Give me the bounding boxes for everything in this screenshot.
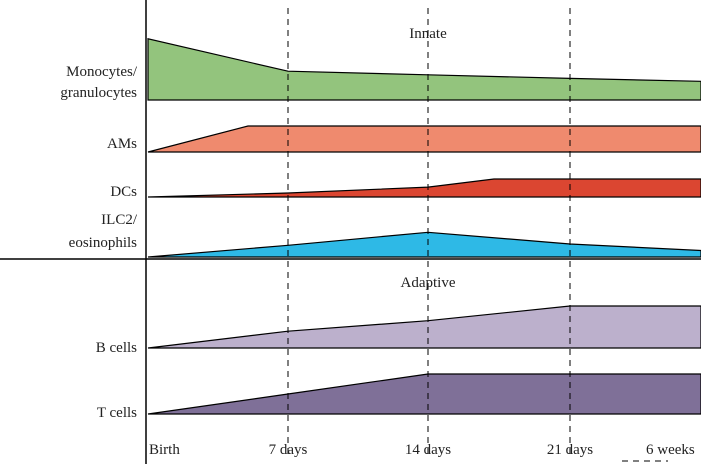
time-label-14-days: 14 days (405, 442, 451, 458)
row-label-ams: AMs (107, 136, 137, 152)
area-monocytes (147, 38, 701, 101)
row-label-monocytes-line2: granulocytes (60, 85, 137, 101)
timeline-areas (147, 38, 701, 415)
time-label-birth: Birth (149, 442, 180, 458)
row-label-monocytes-line1: Monocytes/ (66, 64, 138, 80)
time-label-21-days: 21 days (547, 442, 593, 458)
row-label-ilc2-line2: eosinophils (69, 235, 137, 251)
time-axis-labels: Birth 7 days 14 days 21 days 6 weeks (149, 442, 695, 458)
row-labels: Monocytes/ granulocytes AMs DCs ILC2/ eo… (60, 64, 137, 421)
section-title-adaptive: Adaptive (401, 275, 456, 291)
timepoint-guides (287, 8, 668, 462)
area-ams (147, 125, 701, 153)
area-tcells (147, 373, 701, 415)
time-label-7-days: 7 days (269, 442, 308, 458)
area-dcs (147, 178, 701, 198)
row-label-bcells: B cells (96, 340, 137, 356)
row-label-dcs: DCs (110, 184, 137, 200)
row-label-ilc2-line1: ILC2/ (101, 212, 138, 228)
time-label-6-weeks: 6 weeks (646, 442, 695, 458)
area-ilc2 (147, 231, 701, 258)
section-title-innate: Innate (409, 26, 447, 42)
row-label-tcells: T cells (97, 405, 137, 421)
area-bcells (147, 305, 701, 349)
